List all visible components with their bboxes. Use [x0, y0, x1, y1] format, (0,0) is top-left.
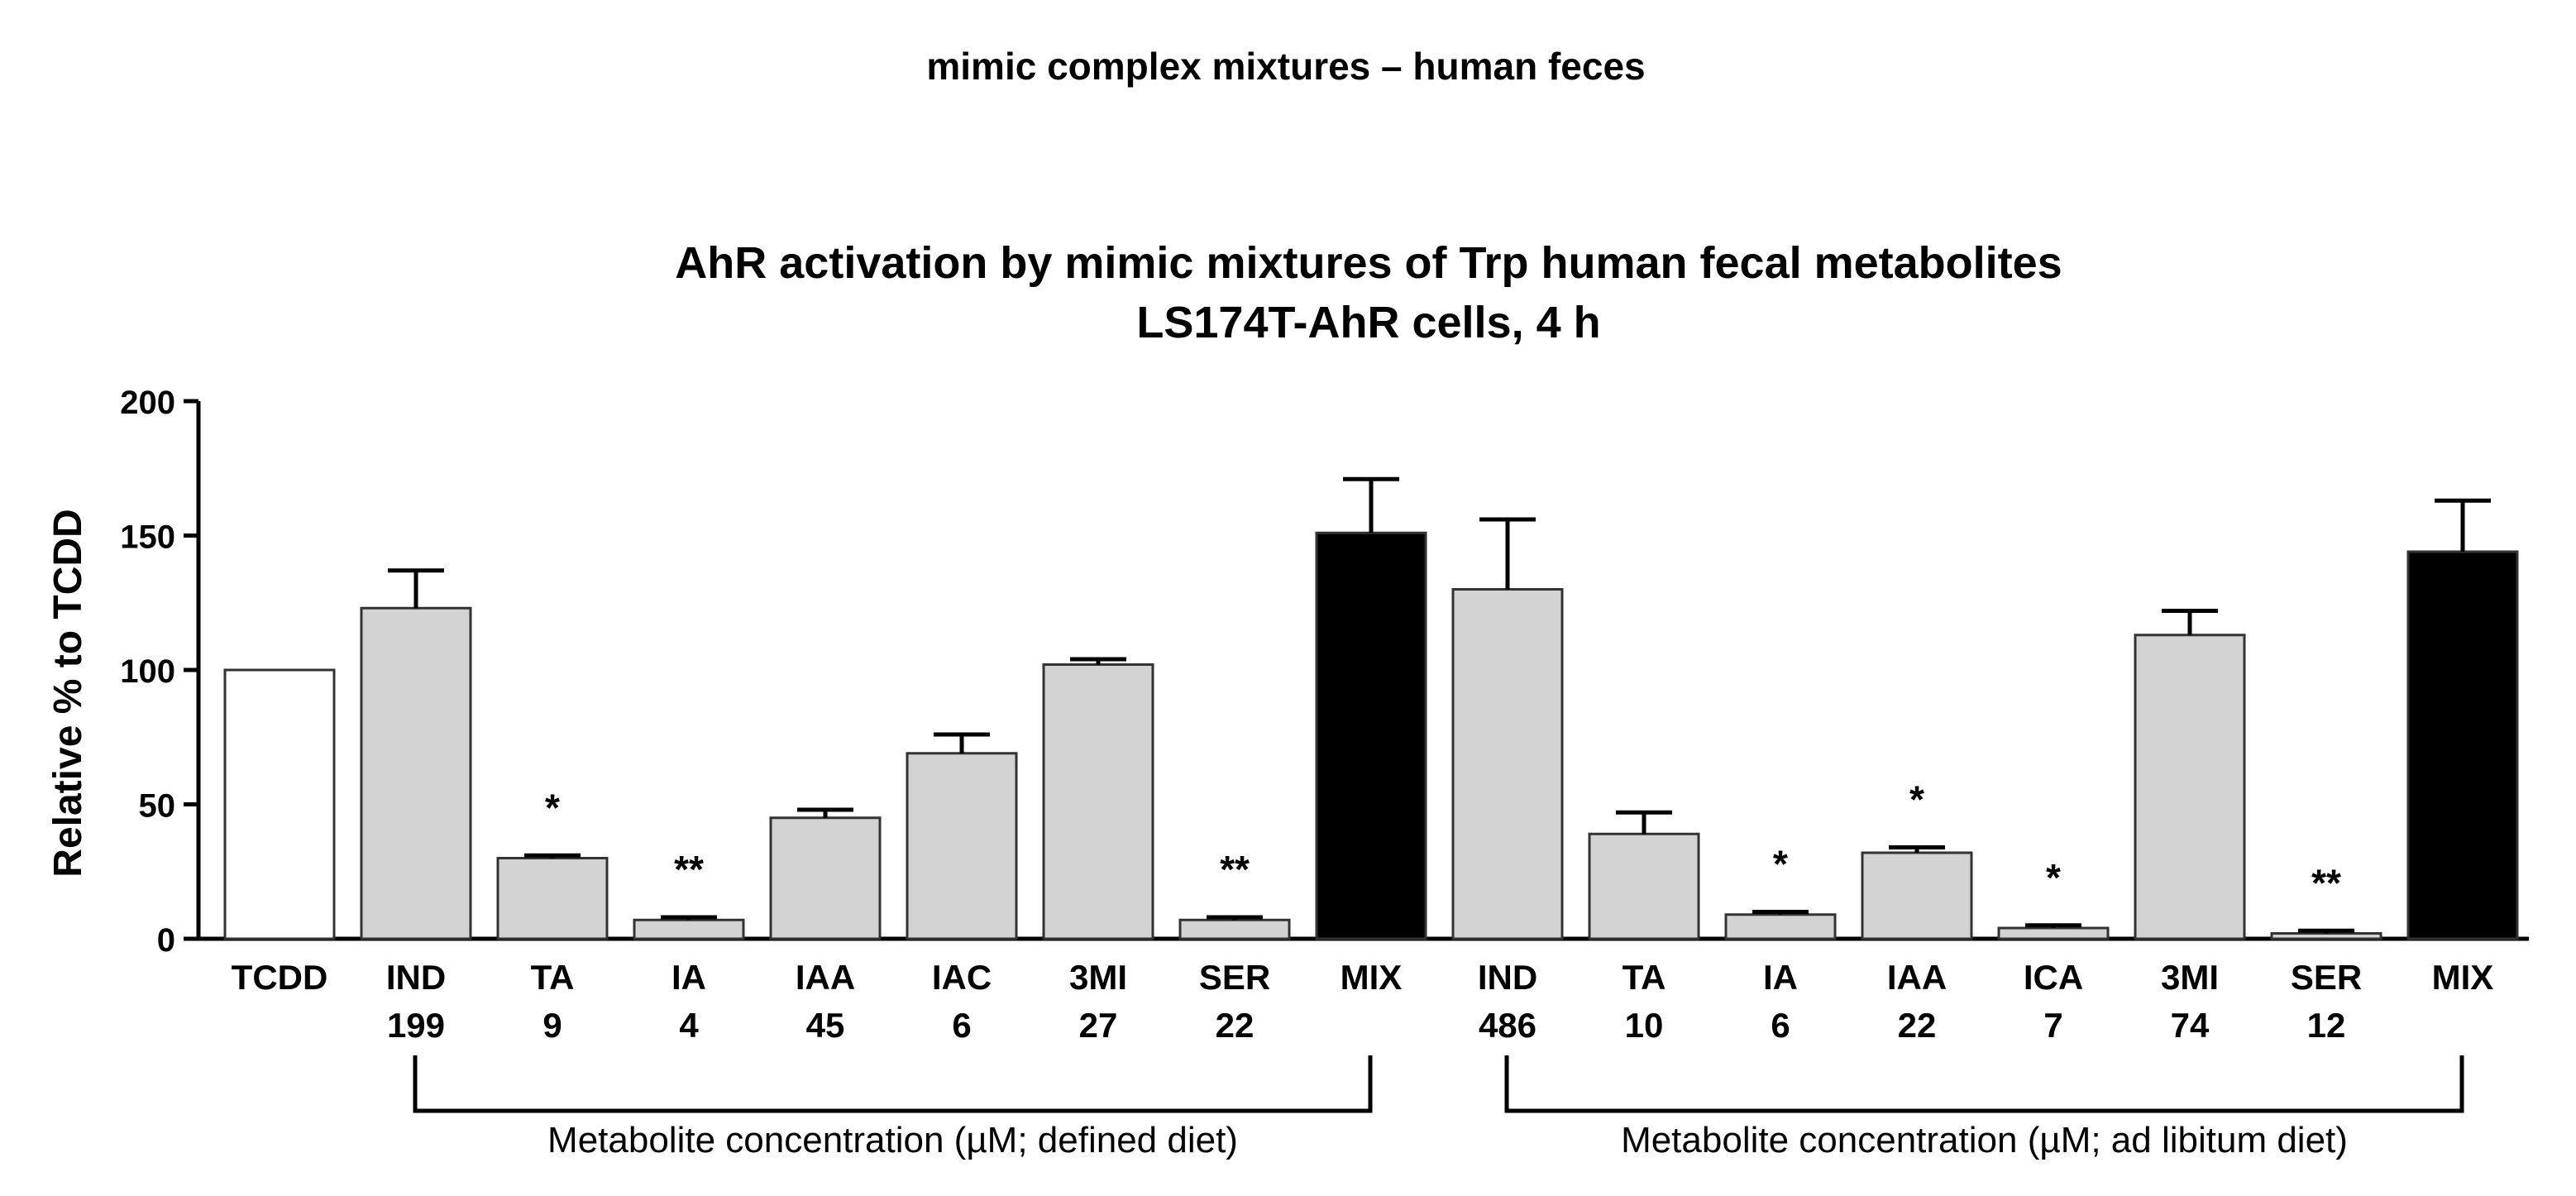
group-label: Metabolite concentration (µM; defined di…: [547, 1120, 1238, 1160]
x-labels: TCDD IND 199 TA 9 IA 4 IAA 45 IAC 6 3MI 27 SER 22 MIX IN…: [232, 958, 2494, 1045]
x-tick-label: 3MI: [1069, 958, 1127, 997]
x-concentration-label: 74: [2171, 1006, 2210, 1045]
significance-mark: **: [1220, 848, 1250, 891]
x-concentration-label: 199: [387, 1006, 445, 1045]
x-concentration-label: 6: [1771, 1006, 1790, 1045]
chart-subtitle: LS174T-AhR cells, 4 h: [1136, 298, 1600, 347]
significance-mark: *: [545, 786, 560, 829]
y-tick-label: 150: [120, 519, 175, 556]
bar: [769, 816, 882, 940]
bar: [2134, 634, 2246, 940]
x-concentration-label: 10: [1625, 1006, 1664, 1045]
bar: [1997, 926, 2110, 940]
x-concentration-label: 27: [1079, 1006, 1118, 1045]
x-tick-label: IAC: [932, 958, 992, 997]
x-concentration-label: 7: [2043, 1006, 2062, 1045]
x-tick-label: MIX: [2432, 958, 2494, 997]
y-tick-label: 200: [120, 385, 175, 421]
bar: [223, 668, 336, 940]
y-tick-label: 0: [157, 922, 175, 959]
bar: [360, 606, 472, 940]
bar: [1724, 913, 1837, 940]
x-concentration-label: 22: [1898, 1006, 1937, 1045]
y-axis-label: Relative % to TCDD: [46, 509, 90, 877]
significance-mark: **: [2311, 861, 2341, 904]
y-tick-label: 100: [120, 653, 175, 690]
x-concentration-label: 6: [952, 1006, 971, 1045]
group-brackets: Metabolite concentration (µM; defined di…: [413, 1055, 2464, 1160]
x-tick-label: TA: [1623, 958, 1666, 997]
bars: *** ** *** **: [223, 476, 2519, 940]
x-tick-label: MIX: [1341, 958, 1403, 997]
x-tick-label: IAA: [796, 958, 855, 997]
significance-mark: **: [674, 848, 704, 891]
group-bracket: [413, 1055, 1373, 1113]
y-tick-label: 50: [139, 788, 176, 825]
bar: [1315, 531, 1427, 940]
x-concentration-label: 486: [1479, 1006, 1537, 1045]
significance-mark: *: [1909, 778, 1924, 821]
bar: [2406, 550, 2519, 940]
x-tick-label: IA: [671, 958, 706, 997]
x-concentration-label: 12: [2307, 1006, 2346, 1045]
x-tick-label: IND: [1478, 958, 1537, 997]
group-label: Metabolite concentration (µM; ad libitum…: [1621, 1120, 2348, 1160]
significance-mark: *: [2046, 856, 2061, 899]
x-tick-label: IA: [1763, 958, 1798, 997]
bar: [633, 918, 745, 940]
chart-title: AhR activation by mimic mixtures of Trp …: [675, 238, 2062, 288]
bar: [1178, 918, 1291, 940]
bar: [1588, 832, 1700, 940]
x-tick-label: SER: [1199, 958, 1270, 997]
x-tick-label: SER: [2291, 958, 2362, 997]
bar: [1042, 663, 1154, 940]
bar: [1451, 588, 1564, 940]
x-concentration-label: 4: [679, 1006, 699, 1045]
bar: [1861, 851, 1973, 940]
x-tick-label: TCDD: [232, 958, 328, 997]
x-tick-label: ICA: [2024, 958, 2083, 997]
significance-mark: *: [1773, 843, 1788, 886]
x-concentration-label: 9: [542, 1006, 562, 1045]
x-concentration-label: 45: [806, 1006, 845, 1045]
x-tick-label: 3MI: [2161, 958, 2219, 997]
x-tick-label: TA: [531, 958, 575, 997]
group-bracket: [1504, 1055, 2464, 1113]
x-tick-label: IND: [386, 958, 446, 997]
x-concentration-label: 22: [1216, 1006, 1255, 1045]
bar: [496, 857, 609, 940]
x-tick-label: IAA: [1887, 958, 1947, 997]
page-header: mimic complex mixtures – human feces: [926, 45, 1645, 88]
bar: [906, 752, 1018, 940]
bar: [2270, 932, 2382, 940]
